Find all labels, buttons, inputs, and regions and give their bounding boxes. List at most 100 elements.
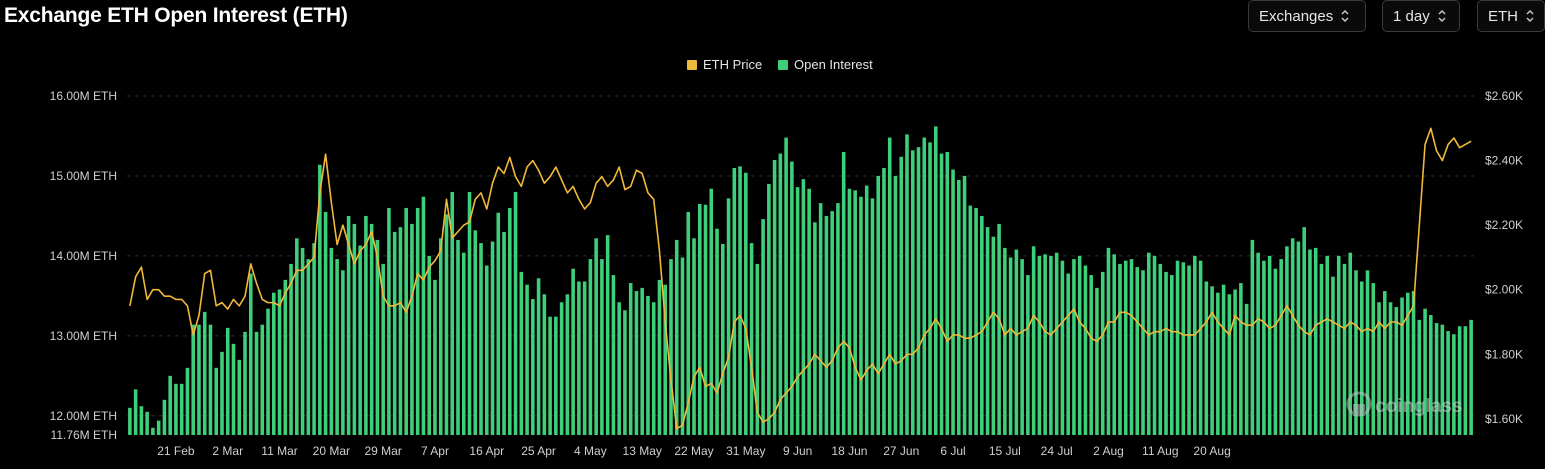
legend-label-open-interest[interactable]: Open Interest [794,57,873,72]
open-interest-bar[interactable] [179,383,184,435]
open-interest-bar[interactable] [726,198,731,435]
open-interest-bar[interactable] [784,137,788,435]
open-interest-bar[interactable] [588,259,593,435]
open-interest-bar[interactable] [369,223,374,435]
open-interest-bar[interactable] [928,142,932,435]
open-interest-bar[interactable] [818,203,823,435]
open-interest-bar[interactable] [985,227,990,435]
open-interest-bar[interactable] [168,375,172,435]
eth-price-series-line[interactable] [129,127,1472,430]
open-interest-bar[interactable] [813,222,817,435]
open-interest-bar[interactable] [1129,259,1134,435]
open-interest-bar[interactable] [1377,302,1381,435]
open-interest-bar[interactable] [174,383,178,435]
open-interest-bar[interactable] [686,211,691,435]
open-interest-bar[interactable] [404,207,408,435]
exchanges-select[interactable]: Exchanges [1248,0,1366,32]
open-interest-bar[interactable] [933,126,938,435]
open-interest-bar[interactable] [1083,265,1088,436]
open-interest-bar[interactable] [1181,262,1186,435]
open-interest-bar[interactable] [548,316,552,435]
open-interest-bar[interactable] [502,231,506,435]
open-interest-bar[interactable] [577,281,581,435]
legend[interactable]: ETH Price Open Interest [687,57,873,72]
open-interest-bar[interactable] [289,263,293,435]
open-interest-bar[interactable] [663,284,668,435]
open-interest-bar[interactable] [519,271,524,435]
open-interest-bar[interactable] [531,299,535,435]
open-interest-bar[interactable] [1043,254,1047,435]
open-interest-bar[interactable] [980,215,984,435]
open-interest-bar[interactable] [744,172,748,435]
open-interest-bar[interactable] [202,311,207,435]
open-interest-bar[interactable] [467,191,472,435]
open-interest-bar[interactable] [1170,275,1174,435]
open-interest-bar[interactable] [1446,331,1450,435]
open-interest-bar[interactable] [133,389,138,435]
open-interest-bar[interactable] [1216,292,1220,435]
open-interest-bar[interactable] [508,207,512,435]
open-interest-bar[interactable] [1193,255,1197,435]
open-interest-bar[interactable] [392,231,397,435]
open-interest-bar[interactable] [329,247,334,435]
open-interest-bar[interactable] [1359,281,1364,435]
open-interest-bar[interactable] [427,255,431,435]
open-interest-bar[interactable] [1095,287,1099,435]
open-interest-bar[interactable] [882,167,886,435]
open-interest-bar[interactable] [479,243,483,435]
open-interest-bar[interactable] [1060,260,1065,435]
open-interest-bar[interactable] [346,215,351,435]
open-interest-bar[interactable] [697,203,702,435]
open-interest-bar[interactable] [761,219,765,435]
open-interest-bar[interactable] [1123,260,1128,435]
open-interest-bar[interactable] [634,291,639,435]
open-interest-bar[interactable] [864,185,869,435]
open-interest-bar[interactable] [859,196,863,435]
open-interest-bar[interactable] [1106,247,1111,435]
open-interest-bar[interactable] [1233,289,1237,435]
open-interest-bar[interactable] [853,190,857,435]
open-interest-bar[interactable] [1072,259,1076,435]
open-interest-bar[interactable] [1077,255,1082,435]
open-interest-bar[interactable] [1141,270,1145,435]
open-interest-bar[interactable] [156,420,161,435]
open-interest-bar[interactable] [582,281,587,435]
open-interest-bar[interactable] [1112,254,1117,435]
legend-label-eth-price[interactable]: ETH Price [703,57,762,72]
open-interest-bar[interactable] [991,236,996,435]
open-interest-bar[interactable] [243,331,247,435]
open-interest-bar[interactable] [1014,249,1019,435]
open-interest-bar[interactable] [444,214,449,435]
open-interest-bar[interactable] [1319,263,1324,435]
open-interest-bar[interactable] [974,207,978,435]
open-interest-bar[interactable] [128,407,132,435]
open-interest-bar[interactable] [1411,291,1416,435]
open-interest-bar[interactable] [1400,297,1404,435]
open-interest-bar[interactable] [220,351,224,435]
open-interest-bar[interactable] [410,223,414,435]
open-interest-bar[interactable] [554,316,558,435]
open-interest-bar[interactable] [1227,294,1232,435]
open-interest-bar[interactable] [870,198,875,435]
open-interest-bar[interactable] [1342,263,1347,435]
open-interest-bar[interactable] [352,223,357,435]
open-interest-bar[interactable] [669,259,673,435]
open-interest-bar[interactable] [628,283,633,435]
open-interest-bar[interactable] [1365,270,1370,435]
open-interest-bar[interactable] [790,161,794,435]
open-interest-bar[interactable] [387,207,391,435]
open-interest-bar[interactable] [945,151,950,435]
open-interest-bar[interactable] [1463,326,1468,435]
open-interest-bar[interactable] [415,207,420,435]
open-interest-bar[interactable] [225,327,230,435]
open-interest-bar[interactable] [795,187,800,435]
open-interest-bar[interactable] [997,223,1001,435]
open-interest-bar[interactable] [910,150,915,435]
open-interest-bar[interactable] [214,367,219,435]
open-interest-bar[interactable] [709,188,714,435]
open-interest-bar[interactable] [1198,260,1203,435]
open-interest-bar[interactable] [824,215,829,435]
open-interest-bar[interactable] [295,238,299,435]
open-interest-bar[interactable] [197,324,201,435]
open-interest-bar[interactable] [807,188,811,435]
